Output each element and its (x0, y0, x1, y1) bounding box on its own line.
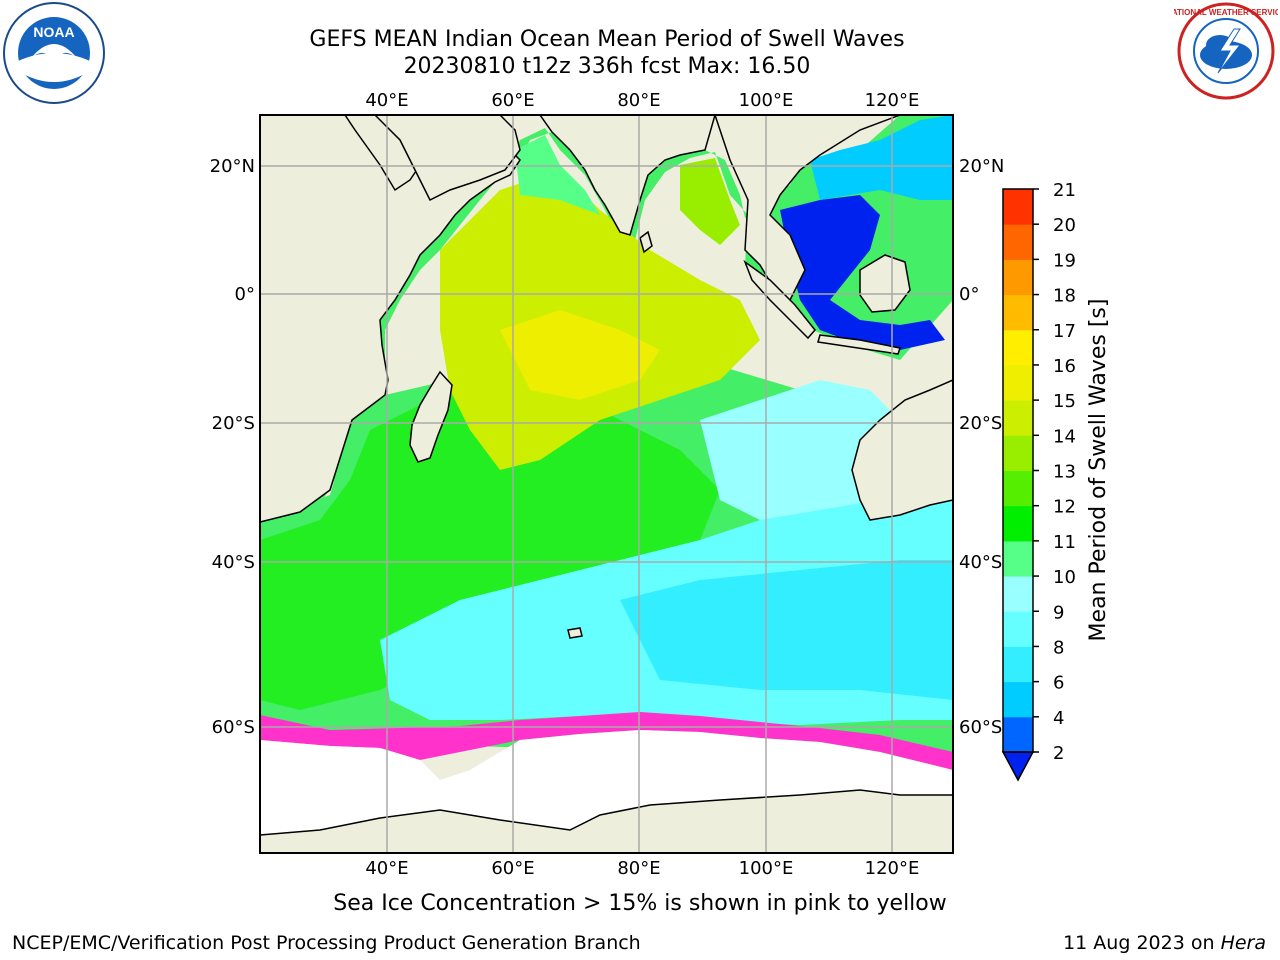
ocean-field-indonesia (780, 195, 945, 350)
footer-date: 11 Aug 2023 on Hera (1063, 932, 1266, 954)
colorbar-segment (1003, 259, 1033, 296)
colorbar-tick-label: 16 (1053, 356, 1076, 377)
colorbar-tick-label: 2 (1053, 743, 1064, 764)
top-lon-label: 80°E (617, 90, 660, 111)
bottom-lon-label: 100°E (739, 858, 794, 879)
southeast-asia (714, 115, 901, 302)
colorbar-segment (1003, 681, 1033, 718)
ocean-field-arabian-sea (515, 135, 600, 215)
colorbar-tick-label: 10 (1053, 567, 1076, 588)
colorbar-tick-label: 20 (1053, 215, 1076, 236)
colorbar-segment (1003, 505, 1033, 542)
noaa-logo-text: NOAA (33, 24, 74, 40)
java (817, 334, 901, 355)
colorbar: 2 4 6 8 9 10 11 12 13 14 15 16 17 18 19 20 21 (1001, 180, 1076, 782)
right-lat-label: 60°S (959, 717, 1002, 738)
borneo (859, 254, 911, 313)
graticule (260, 115, 953, 853)
chart-title: GEFS MEAN Indian Ocean Mean Period of Sw… (309, 27, 905, 52)
colorbar-extend-arrow (1001, 751, 1035, 782)
australia (851, 379, 953, 521)
arabia (373, 115, 521, 202)
footer-credit: NCEP/EMC/Verification Post Processing Pr… (12, 932, 641, 954)
colorbar-segment (1003, 470, 1033, 507)
india (539, 115, 716, 236)
top-lon-label: 40°E (365, 90, 408, 111)
ocean-field-cyan-east (700, 380, 900, 520)
colorbar-tick-label: 11 (1053, 532, 1076, 553)
right-lat-label: 40°S (959, 552, 1002, 573)
noaa-logo-icon: NOAA (3, 2, 105, 104)
bottom-lon-label: 40°E (365, 858, 408, 879)
colorbar-tick-label: 21 (1053, 180, 1076, 201)
colorbar-segment (1003, 540, 1033, 577)
colorbar-tick-label: 8 (1053, 637, 1064, 658)
colorbar-segment (1003, 611, 1033, 647)
colorbar-tick-label: 15 (1053, 391, 1076, 412)
colorbar-tick-label: 19 (1053, 250, 1076, 271)
top-lon-label: 100°E (739, 90, 794, 111)
colorbar-label: Mean Period of Swell Waves [s] (1086, 299, 1111, 642)
colorbar-tick-label: 9 (1053, 602, 1064, 623)
ocean-field-bay-of-bengal (680, 158, 740, 245)
map-frame (259, 114, 954, 854)
nws-logo-icon: NATIONAL WEATHER SERVICE (1174, 2, 1278, 100)
chart-subtitle: 20230810 t12z 336h fcst Max: 16.50 (403, 54, 811, 79)
antarctica (260, 789, 953, 853)
ocean-field-green (260, 380, 720, 710)
colorbar-tick-label: 4 (1053, 708, 1064, 729)
ocean-field-peak (500, 310, 660, 400)
left-lat-label: 40°S (212, 552, 255, 573)
bottom-lon-label: 120°E (865, 858, 920, 879)
colorbar-segment (1003, 435, 1033, 471)
ocean-field-yellow (440, 170, 760, 470)
kerguelen (567, 627, 583, 639)
bottom-lon-label: 80°E (617, 858, 660, 879)
colorbar-tick-label: 6 (1053, 673, 1064, 694)
sea-ice-note: Sea Ice Concentration > 15% is shown in … (333, 891, 947, 916)
ice-region (260, 730, 953, 835)
nws-logo-text: NATIONAL WEATHER SERVICE (1174, 8, 1278, 17)
colorbar-segment (1003, 189, 1033, 225)
colorbar-segment (1003, 364, 1033, 401)
colorbar-segment (1003, 329, 1033, 366)
ocean-field-scs (810, 115, 953, 200)
left-lat-label: 60°S (212, 717, 255, 738)
footer-host: Hera (1220, 932, 1266, 954)
right-lat-label: 0° (959, 284, 979, 305)
colorbar-segment (1003, 294, 1033, 331)
colorbar-segment (1003, 716, 1033, 753)
ocean-field-base (260, 115, 953, 522)
ocean-field-light-cyan (620, 560, 953, 700)
top-lon-label: 120°E (865, 90, 920, 111)
sumatra (743, 259, 816, 340)
bottom-lon-label: 60°E (491, 858, 534, 879)
footer-date-text: 11 Aug 2023 on (1063, 932, 1221, 954)
colorbar-tick-label: 12 (1053, 497, 1076, 518)
top-lon-label: 60°E (491, 90, 534, 111)
left-lat-label: 20°S (212, 413, 255, 434)
colorbar-segment (1003, 224, 1033, 260)
colorbar-tick-label: 17 (1053, 321, 1076, 342)
colorbar-segment (1003, 646, 1033, 683)
left-lat-label: 20°N (210, 156, 255, 177)
left-lat-label: 0° (235, 284, 255, 305)
right-lat-label: 20°S (959, 413, 1002, 434)
madagascar (409, 370, 453, 463)
colorbar-tick-label: 18 (1053, 286, 1076, 307)
colorbar-segment (1003, 576, 1033, 612)
colorbar-tick-label: 14 (1053, 426, 1076, 447)
right-lat-label: 20°N (959, 156, 1004, 177)
sri-lanka (639, 230, 653, 254)
colorbar-segment (1003, 400, 1033, 436)
colorbar-tick-label: 13 (1053, 462, 1076, 483)
